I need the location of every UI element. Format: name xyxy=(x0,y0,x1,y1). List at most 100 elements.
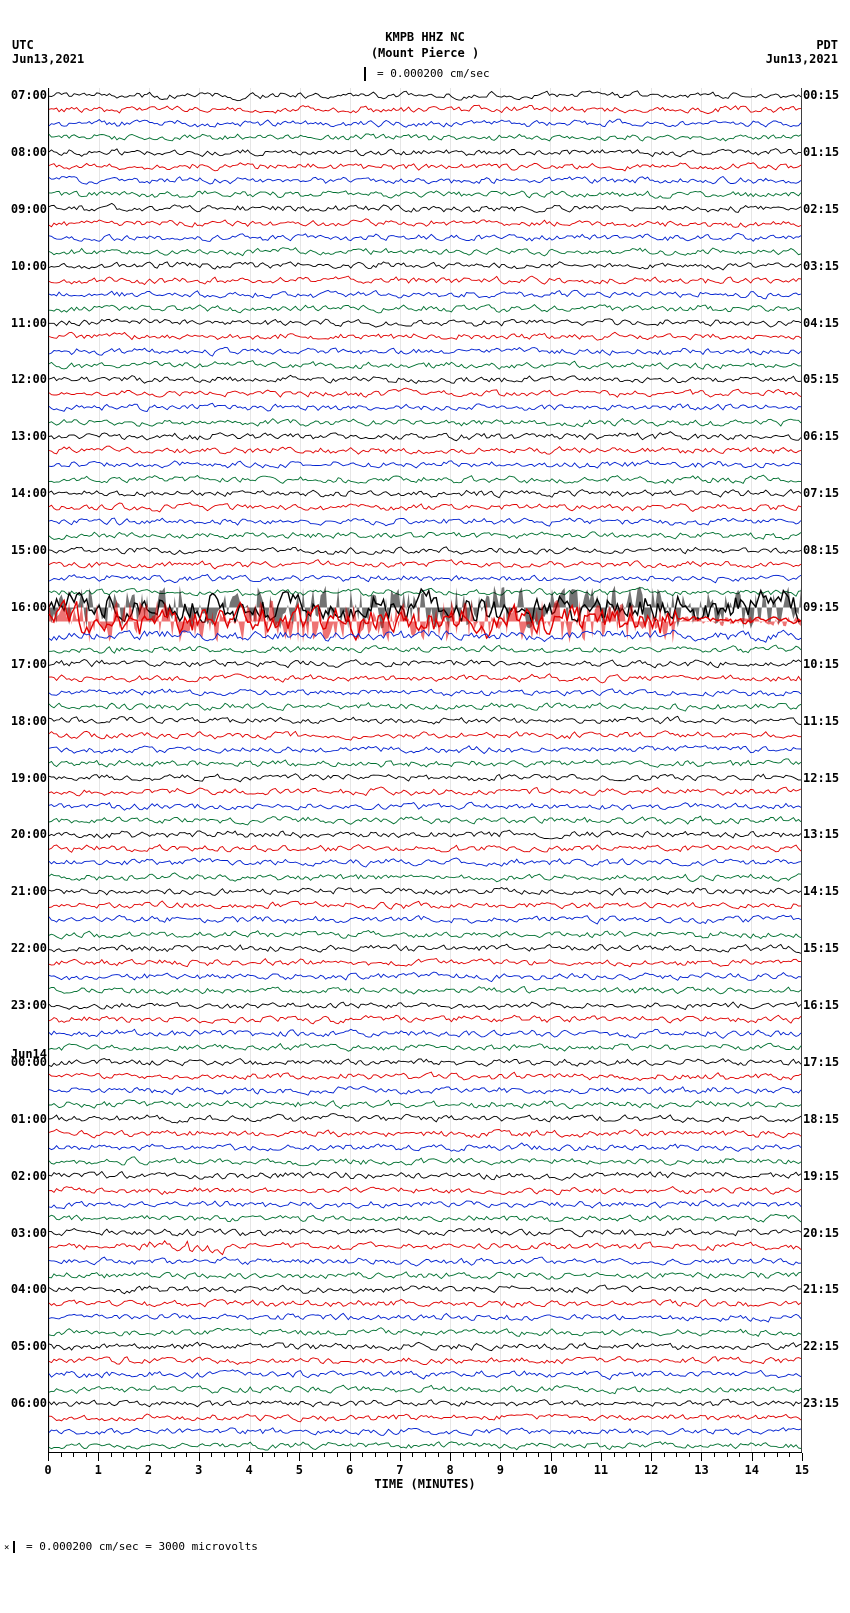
date-right-label: Jun13,2021 xyxy=(766,52,838,66)
utc-time-label: 12:00 xyxy=(1,372,47,386)
x-tick-label: 14 xyxy=(744,1463,758,1477)
x-minor-tick xyxy=(526,1453,527,1457)
x-tick-label: 12 xyxy=(644,1463,658,1477)
x-tick-label: 10 xyxy=(543,1463,557,1477)
x-tick xyxy=(752,1453,753,1461)
x-minor-tick xyxy=(614,1453,615,1457)
x-minor-tick xyxy=(362,1453,363,1457)
pdt-time-label: 17:15 xyxy=(803,1055,839,1069)
utc-time-label: 23:00 xyxy=(1,998,47,1012)
x-minor-tick xyxy=(789,1453,790,1457)
pdt-time-label: 12:15 xyxy=(803,771,839,785)
x-tick-label: 11 xyxy=(594,1463,608,1477)
x-tick-label: 1 xyxy=(95,1463,102,1477)
x-minor-tick xyxy=(425,1453,426,1457)
x-minor-tick xyxy=(412,1453,413,1457)
x-minor-tick xyxy=(123,1453,124,1457)
x-minor-tick xyxy=(337,1453,338,1457)
x-tick xyxy=(551,1453,552,1461)
pdt-time-label: 23:15 xyxy=(803,1396,839,1410)
x-tick-label: 8 xyxy=(447,1463,454,1477)
x-minor-tick xyxy=(676,1453,677,1457)
pdt-time-label: 22:15 xyxy=(803,1339,839,1353)
x-minor-tick xyxy=(387,1453,388,1457)
x-minor-tick xyxy=(375,1453,376,1457)
footer-scale-bar-icon xyxy=(13,1541,15,1553)
x-minor-tick xyxy=(262,1453,263,1457)
utc-time-label: 07:00 xyxy=(1,88,47,102)
utc-time-label: 04:00 xyxy=(1,1282,47,1296)
x-minor-tick xyxy=(689,1453,690,1457)
pdt-time-label: 19:15 xyxy=(803,1169,839,1183)
pdt-time-label: 09:15 xyxy=(803,600,839,614)
x-tick xyxy=(299,1453,300,1461)
x-tick xyxy=(450,1453,451,1461)
x-minor-tick xyxy=(538,1453,539,1457)
x-tick xyxy=(98,1453,99,1461)
utc-time-label: 17:00 xyxy=(1,657,47,671)
x-minor-tick xyxy=(588,1453,589,1457)
x-minor-tick xyxy=(111,1453,112,1457)
x-tick-label: 3 xyxy=(195,1463,202,1477)
x-minor-tick xyxy=(237,1453,238,1457)
station-code: KMPB HHZ NC xyxy=(0,30,850,46)
x-minor-tick xyxy=(136,1453,137,1457)
x-minor-tick xyxy=(739,1453,740,1457)
x-minor-tick xyxy=(287,1453,288,1457)
x-minor-tick xyxy=(777,1453,778,1457)
x-minor-tick xyxy=(463,1453,464,1457)
pdt-time-label: 07:15 xyxy=(803,486,839,500)
x-tick-label: 2 xyxy=(145,1463,152,1477)
x-axis-label: TIME (MINUTES) xyxy=(48,1477,802,1491)
footer-scale: × = 0.000200 cm/sec = 3000 microvolts xyxy=(4,1540,258,1553)
utc-time-label: 03:00 xyxy=(1,1226,47,1240)
x-tick-label: 6 xyxy=(346,1463,353,1477)
x-minor-tick xyxy=(324,1453,325,1457)
x-minor-tick xyxy=(86,1453,87,1457)
pdt-time-label: 08:15 xyxy=(803,543,839,557)
x-tick xyxy=(199,1453,200,1461)
pdt-time-label: 14:15 xyxy=(803,884,839,898)
tz-right-label: PDT xyxy=(816,38,838,52)
x-minor-tick xyxy=(186,1453,187,1457)
utc-time-label: 14:00 xyxy=(1,486,47,500)
utc-time-label: 05:00 xyxy=(1,1339,47,1353)
x-tick-label: 5 xyxy=(296,1463,303,1477)
x-minor-tick xyxy=(576,1453,577,1457)
pdt-time-label: 16:15 xyxy=(803,998,839,1012)
pdt-time-label: 11:15 xyxy=(803,714,839,728)
footer-text: = 0.000200 cm/sec = 3000 microvolts xyxy=(19,1540,257,1553)
x-axis: TIME (MINUTES) 0123456789101112131415 xyxy=(48,1453,802,1493)
x-tick-label: 9 xyxy=(497,1463,504,1477)
utc-time-label: 19:00 xyxy=(1,771,47,785)
pdt-time-label: 02:15 xyxy=(803,202,839,216)
x-tick-label: 4 xyxy=(245,1463,252,1477)
utc-time-label: 13:00 xyxy=(1,429,47,443)
trace-row xyxy=(49,1439,801,1453)
utc-time-label: 09:00 xyxy=(1,202,47,216)
pdt-time-label: 18:15 xyxy=(803,1112,839,1126)
seismogram-container: KMPB HHZ NC (Mount Pierce ) = 0.000200 c… xyxy=(0,0,850,1613)
utc-time-label: 10:00 xyxy=(1,259,47,273)
date-left-label: Jun13,2021 xyxy=(12,52,84,66)
pdt-time-label: 13:15 xyxy=(803,827,839,841)
x-minor-tick xyxy=(714,1453,715,1457)
seismogram-plot: 07:0000:1508:0001:1509:0002:1510:0003:15… xyxy=(48,88,802,1453)
pdt-time-label: 03:15 xyxy=(803,259,839,273)
x-minor-tick xyxy=(488,1453,489,1457)
utc-time-label: 21:00 xyxy=(1,884,47,898)
x-minor-tick xyxy=(626,1453,627,1457)
x-minor-tick xyxy=(73,1453,74,1457)
x-tick xyxy=(149,1453,150,1461)
x-minor-tick xyxy=(764,1453,765,1457)
x-minor-tick xyxy=(563,1453,564,1457)
x-tick xyxy=(601,1453,602,1461)
x-minor-tick xyxy=(475,1453,476,1457)
x-minor-tick xyxy=(211,1453,212,1457)
x-tick-label: 0 xyxy=(44,1463,51,1477)
utc-time-label: 01:00 xyxy=(1,1112,47,1126)
x-tick xyxy=(400,1453,401,1461)
x-minor-tick xyxy=(174,1453,175,1457)
utc-time-label: 08:00 xyxy=(1,145,47,159)
x-tick xyxy=(500,1453,501,1461)
